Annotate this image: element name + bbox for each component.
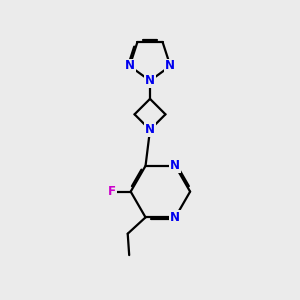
Text: F: F: [108, 185, 116, 198]
Text: N: N: [124, 59, 135, 73]
Text: N: N: [145, 74, 155, 87]
Text: N: N: [165, 59, 176, 73]
Text: N: N: [170, 159, 180, 172]
Text: N: N: [145, 123, 155, 136]
Text: N: N: [170, 211, 180, 224]
